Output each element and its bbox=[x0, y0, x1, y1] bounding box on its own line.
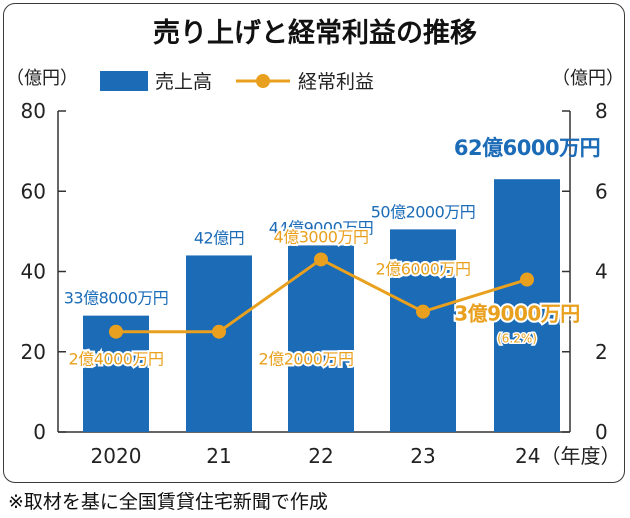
left-axis-unit: （億円） bbox=[6, 68, 78, 89]
bar-value-label: 42億円 bbox=[194, 228, 244, 247]
x-tick-label: 23 bbox=[410, 444, 435, 468]
bar-24（年度） bbox=[494, 179, 560, 432]
bar-23 bbox=[390, 229, 456, 432]
profit-value-label: 2億2000万円 bbox=[259, 350, 354, 369]
profit-value-label: 3億9000万円 bbox=[454, 302, 580, 326]
right-tick-label: 6 bbox=[595, 179, 608, 203]
profit-value-label: 4億3000万円 bbox=[274, 227, 369, 246]
bar-value-label: 50億2000万円 bbox=[371, 202, 476, 221]
left-tick-label: 80 bbox=[21, 99, 46, 123]
profit-marker-21 bbox=[212, 324, 226, 339]
profit-value-label: 2億6000万円 bbox=[376, 260, 471, 279]
chart: 売り上げと経常利益の推移 （億円） （億円） 売上高 経常利益 0 20 40 60 80 0 2 4 6… bbox=[6, 17, 624, 468]
profit-value-label: 2億4000万円 bbox=[69, 350, 164, 369]
left-tick-label: 0 bbox=[33, 420, 46, 444]
chart-frame bbox=[3, 3, 625, 483]
legend-swatch-bar bbox=[100, 71, 148, 91]
right-axis-unit: （億円） bbox=[552, 68, 624, 89]
bar-21 bbox=[186, 255, 252, 432]
left-tick-label: 60 bbox=[21, 179, 46, 203]
x-tick-label: 2020 bbox=[91, 444, 142, 468]
legend-label-line: 経常利益 bbox=[298, 71, 374, 93]
bar-22 bbox=[288, 245, 354, 432]
x-tick-label: 24（年度） bbox=[515, 444, 620, 468]
profit-margin-label: (6.2%) bbox=[497, 332, 537, 346]
right-tick-label: 2 bbox=[595, 340, 608, 364]
legend-marker-line bbox=[256, 74, 270, 88]
x-tick-label: 22 bbox=[308, 444, 333, 468]
footnote: ※取材を基に全国賃貸住宅新聞で作成 bbox=[8, 491, 328, 513]
bar-value-label: 33億8000万円 bbox=[64, 289, 169, 308]
profit-marker-22 bbox=[314, 252, 328, 267]
profit-marker-24（年度） bbox=[520, 272, 534, 287]
profit-marker-23 bbox=[416, 304, 430, 319]
chart-title: 売り上げと経常利益の推移 bbox=[153, 17, 477, 49]
left-tick-label: 40 bbox=[21, 260, 46, 284]
profit-marker-2020 bbox=[109, 324, 123, 339]
bar-value-label: 44億9000万円 bbox=[269, 218, 374, 237]
right-tick-label: 8 bbox=[595, 99, 608, 123]
bar-value-label: 62億6000万円 bbox=[454, 136, 600, 160]
x-tick-label: 21 bbox=[206, 444, 231, 468]
left-tick-label: 20 bbox=[21, 340, 46, 364]
right-tick-label: 4 bbox=[595, 260, 608, 284]
right-tick-label: 0 bbox=[595, 420, 608, 444]
legend-label-bar: 売上高 bbox=[155, 71, 212, 93]
